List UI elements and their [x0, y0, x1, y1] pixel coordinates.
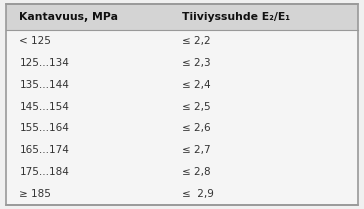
Text: < 125: < 125 — [19, 36, 51, 46]
Bar — [6, 4, 358, 30]
Text: ≤ 2,7: ≤ 2,7 — [182, 145, 211, 155]
Text: ≤ 2,4: ≤ 2,4 — [182, 80, 211, 90]
Bar — [6, 30, 358, 205]
Text: ≤ 2,8: ≤ 2,8 — [182, 167, 211, 177]
Text: ≤ 2,3: ≤ 2,3 — [182, 58, 211, 68]
Text: 165...174: 165...174 — [19, 145, 69, 155]
Text: Tiiviyssuhde E₂/E₁: Tiiviyssuhde E₂/E₁ — [182, 12, 290, 22]
Text: ≤ 2,2: ≤ 2,2 — [182, 36, 211, 46]
Text: ≤ 2,5: ≤ 2,5 — [182, 102, 211, 112]
Text: 135...144: 135...144 — [19, 80, 69, 90]
Text: 125...134: 125...134 — [19, 58, 69, 68]
Text: 175...184: 175...184 — [19, 167, 69, 177]
Text: 155...164: 155...164 — [19, 124, 69, 133]
Text: 145...154: 145...154 — [19, 102, 69, 112]
Text: ≤  2,9: ≤ 2,9 — [182, 189, 214, 199]
Text: ≤ 2,6: ≤ 2,6 — [182, 124, 211, 133]
Text: ≥ 185: ≥ 185 — [19, 189, 51, 199]
Text: Kantavuus, MPa: Kantavuus, MPa — [19, 12, 118, 22]
